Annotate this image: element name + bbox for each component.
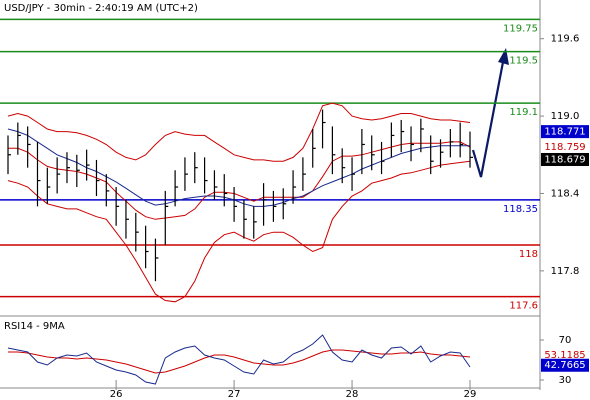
bollinger-lower — [7, 160, 471, 303]
price-tag: 118.771 — [544, 127, 585, 138]
x-tick-label: 26 — [110, 389, 123, 400]
x-tick-label: 28 — [346, 389, 359, 400]
y-tick-label: 119.6 — [551, 34, 580, 45]
level-label: 118 — [519, 249, 538, 260]
rsi-y-tick-label: 30 — [559, 375, 572, 386]
level-label: 119.1 — [509, 107, 538, 118]
arrow-line — [471, 61, 505, 178]
y-tick-label: 117.8 — [551, 266, 580, 277]
price-tag: 118.759 — [544, 142, 585, 153]
rsi-tag-box — [541, 358, 589, 372]
x-tick-label: 27 — [228, 389, 241, 400]
x-tick-label: 29 — [464, 389, 477, 400]
rsi-line — [7, 334, 471, 385]
level-label: 119.5 — [509, 56, 538, 67]
rsi-title: RSI14 - 9MA — [4, 321, 65, 332]
y-tick-label: 118.4 — [551, 188, 580, 199]
level-label: 118.35 — [503, 204, 538, 215]
level-label: 119.75 — [503, 23, 538, 34]
price-tag-box — [541, 125, 589, 139]
y-tick-label: 119.0 — [551, 111, 580, 122]
rsi-y-tick-label: 70 — [559, 335, 572, 346]
moving-average — [7, 128, 470, 207]
level-label: 117.6 — [509, 301, 538, 312]
price-tag: 118.679 — [544, 154, 585, 165]
price-tag-box — [541, 152, 589, 166]
chart-title: USD/JPY - 30min - 2:40:19 AM (UTC+2) — [4, 3, 198, 14]
bollinger-middle — [8, 141, 471, 220]
rsi-ma-line — [8, 349, 471, 374]
bollinger-upper — [7, 102, 471, 162]
rsi-tag: 53.1185 — [544, 350, 585, 361]
rsi-tag: 42.7665 — [544, 360, 585, 371]
